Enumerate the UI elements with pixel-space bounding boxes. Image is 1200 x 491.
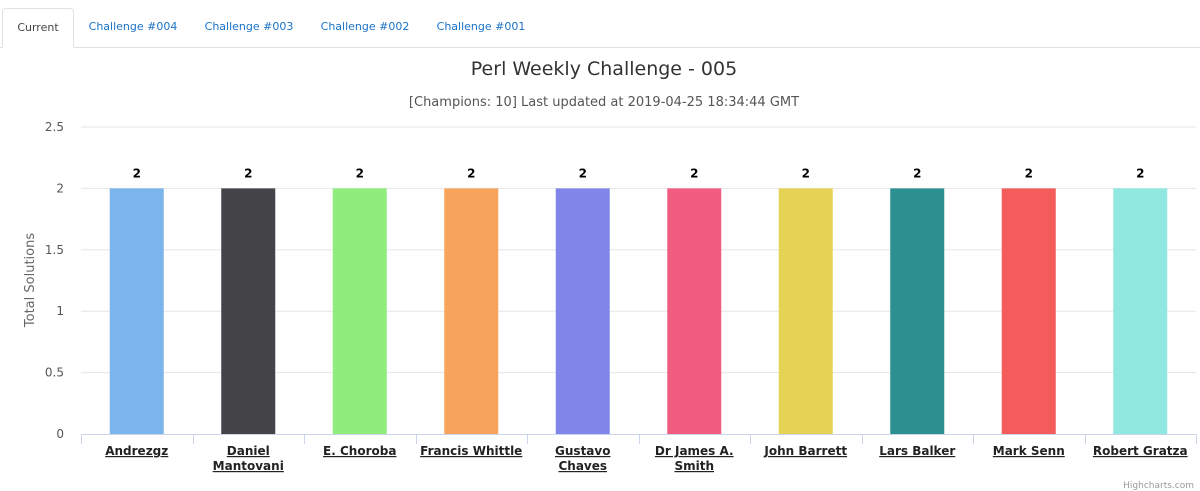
y-axis-title: Total Solutions — [23, 233, 38, 328]
data-label: 2 — [913, 166, 921, 180]
bar[interactable] — [444, 188, 499, 434]
bar[interactable] — [778, 188, 833, 434]
tab-bar: Current Challenge #004 Challenge #003 Ch… — [0, 0, 1200, 48]
bar[interactable] — [109, 188, 164, 434]
y-tick-label: 2 — [56, 181, 64, 195]
x-tick-label[interactable]: E. Choroba — [323, 444, 396, 458]
tab-challenge-002[interactable]: Challenge #002 — [320, 20, 410, 33]
x-tick-label[interactable]: Dr James A. Smith — [655, 444, 734, 473]
x-axis: Andrezgz Daniel Mantovani E. Choroba Francis… — [81, 434, 1197, 473]
bar[interactable] — [221, 188, 276, 434]
x-tick-label[interactable]: Daniel Mantovani — [213, 444, 284, 473]
x-tick-label[interactable]: Andrezgz — [105, 444, 168, 458]
y-tick-label: 1 — [56, 304, 64, 318]
data-label: 2 — [244, 166, 252, 180]
data-label: 2 — [356, 166, 364, 180]
tab-current[interactable]: Current — [2, 8, 74, 48]
data-label: 2 — [690, 166, 698, 180]
bar[interactable] — [1001, 188, 1056, 434]
bar[interactable] — [1113, 188, 1168, 434]
y-tick-label: 2.5 — [45, 120, 64, 134]
x-tick-label[interactable]: Gustavo Chaves — [555, 444, 610, 473]
chart-subtitle: [Champions: 10] Last updated at 2019-04-… — [409, 95, 799, 110]
y-tick-label: 0 — [56, 427, 64, 441]
bar-chart: Perl Weekly Challenge - 005 [Champions: … — [23, 58, 1197, 491]
tab-challenge-004[interactable]: Challenge #004 — [88, 20, 178, 33]
x-tick-label[interactable]: John Barrett — [763, 444, 847, 458]
x-tick-label[interactable]: Robert Gratza — [1093, 444, 1188, 458]
tab-divider — [0, 47, 1200, 48]
x-tick-label[interactable]: Mark Senn — [993, 444, 1065, 458]
data-label: 2 — [802, 166, 810, 180]
bar[interactable] — [332, 188, 387, 434]
tab-challenge-001[interactable]: Challenge #001 — [436, 20, 526, 33]
data-labels: 2 2 2 2 2 2 2 2 2 2 — [131, 165, 1146, 182]
x-tick-label[interactable]: Lars Balker — [879, 444, 955, 458]
tab-challenge-003[interactable]: Challenge #003 — [204, 20, 294, 33]
y-tick-label: 0.5 — [45, 366, 64, 380]
bar[interactable] — [890, 188, 945, 434]
y-axis-ticks: 0 0.5 1 1.5 2 2.5 — [45, 120, 64, 441]
bar[interactable] — [555, 188, 610, 434]
data-label: 2 — [133, 166, 141, 180]
data-label: 2 — [467, 166, 475, 180]
data-label: 2 — [1025, 166, 1033, 180]
credits-link[interactable]: Highcharts.com — [1123, 481, 1194, 491]
data-label: 2 — [1136, 166, 1144, 180]
chart-title: Perl Weekly Challenge - 005 — [471, 58, 737, 80]
bar[interactable] — [667, 188, 722, 434]
data-label: 2 — [579, 166, 587, 180]
x-tick-label[interactable]: Francis Whittle — [420, 444, 522, 458]
bars — [109, 188, 1168, 434]
y-tick-label: 1.5 — [45, 243, 64, 257]
